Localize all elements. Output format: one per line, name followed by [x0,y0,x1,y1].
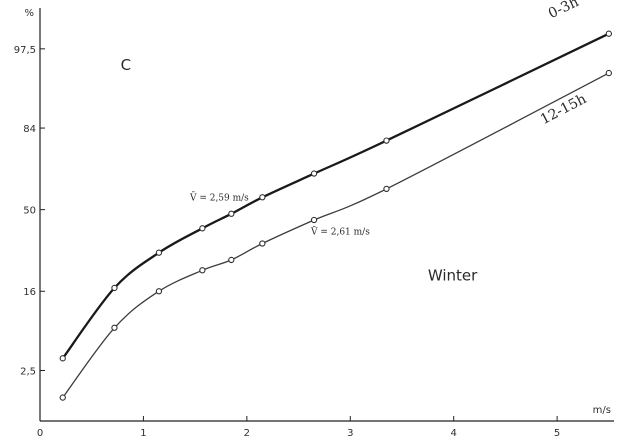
data-point-0-3h [111,284,118,292]
mean-speed-annotation: V̄ = 2,61 m/s [310,226,370,238]
y-axis-label: % [24,8,34,19]
data-point-0-3h [199,225,206,232]
data-point-12-15h [259,240,266,247]
axes: 0 1 2 3 4 5 2,5 16 50 84 97,5% m/s [14,8,614,439]
data-point-0-3h [259,194,266,201]
y-tick-label: 16 [23,287,36,298]
data-point-0-3h [383,137,390,144]
x-tick-label: 2 [244,428,250,439]
x-tick-label: 0 [37,428,43,439]
data-point-0-3h [59,355,66,362]
data-point-12-15h [155,288,163,295]
data-point-0-3h [310,170,318,177]
mean-speed-annotation: V̄ = 2,59 m/s [189,192,249,204]
data-point-0-3h [155,249,163,256]
data-point-0-3h [605,30,612,37]
data-point-12-15h [310,216,318,224]
series-line-12-15h [62,72,610,398]
y-tick-label: 2,5 [20,366,36,377]
x-axis-label: m/s [593,405,611,416]
data-series [59,30,612,401]
x-tick-label: 5 [554,428,560,439]
data-point-12-15h [605,69,612,77]
series-label: 0-3h [546,0,581,22]
data-point-12-15h [59,394,66,401]
series-line-0-3h [61,32,610,359]
season-label: Winter [428,266,478,284]
panel-label: C [121,56,131,74]
y-tick-label: 97,5 [14,45,36,56]
data-point-12-15h [199,267,206,274]
data-point-12-15h [383,185,390,193]
x-tick-label: 4 [451,428,457,439]
y-tick-label: 50 [23,206,36,217]
y-tick-label: 84 [23,124,36,135]
data-point-12-15h [111,324,118,331]
x-tick-label: 1 [140,428,146,439]
x-tick-label: 3 [347,428,353,439]
data-point-12-15h [228,256,235,264]
data-point-0-3h [228,210,235,217]
